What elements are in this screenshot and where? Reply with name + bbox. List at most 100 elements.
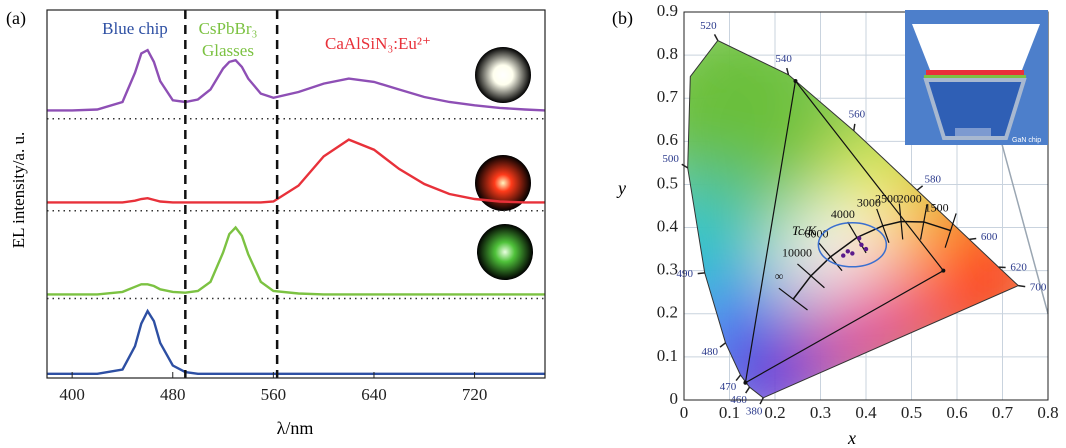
annotation: CsPbBr₃ [199,19,258,38]
panel-label: (a) [6,8,26,29]
x-tick-label: 400 [59,385,85,404]
gamut-vertex [793,78,798,83]
wavelength-label: 560 [849,108,866,120]
cct-label: 2000 [898,192,922,206]
x-tick-label: 720 [462,385,488,404]
cct-label: 4000 [831,207,855,221]
cct-title: Tc/K [792,223,817,238]
y-tick-label: 0.1 [657,346,678,365]
data-point [863,246,869,252]
cct-label: 3000 [857,196,881,210]
annotation: CaAlSiN₃:Eu²⁺ [325,34,431,53]
x-tick-label: 0.7 [992,403,1014,422]
highlight-ellipse [817,222,888,268]
wavelength-label: 380 [746,406,763,418]
inset-cup [923,78,1027,140]
inset-chip [955,128,991,136]
isotherm [898,203,904,240]
wavelength-label: 520 [700,20,717,32]
cct-label: ∞ [775,269,784,283]
emission-photo [475,155,531,211]
y-tick-label: 0.6 [657,130,678,149]
gamut-triangle [744,79,945,384]
wavelength-tick [786,67,790,75]
cct-label: 1500 [925,200,949,214]
data-point [850,251,855,256]
x-tick-label: 0.3 [810,403,831,422]
wavelength-label: 540 [775,53,792,65]
isotherm [797,263,825,289]
spectrum-line [47,48,546,112]
y-axis-label: EL intensity/a. u. [9,132,28,248]
y-tick-label: 0 [670,389,679,408]
x-axis-label: λ/nm [277,418,314,438]
x-tick-label: 0 [680,403,689,422]
annotation: Glasses [202,41,254,60]
data-point [841,253,846,258]
x-axis-label: x [847,428,856,448]
isotherm [818,242,843,272]
panel-label: (b) [612,8,633,29]
isotherm [778,287,808,311]
x-tick-label: 0.2 [764,403,785,422]
x-tick-label: 0.5 [901,403,922,422]
isotherm [919,204,928,240]
y-tick-label: 0.7 [657,87,679,106]
inset: GaN chip [905,10,1048,145]
isotherm [876,208,890,243]
data-point [859,242,864,247]
wavelength-tick [759,397,764,405]
planckian-locus [792,220,951,300]
wavelength-tick [735,374,742,382]
wavelength-tick [681,163,689,169]
wavelength-label: 500 [662,153,679,165]
data-point [856,236,862,241]
inset-layer [924,75,1026,80]
wavelength-label: 620 [1010,262,1027,274]
cie-layer: 3804604704804905005205405605806006207001… [657,1,1059,422]
plot-frame [683,11,1049,401]
wavelength-label: 470 [720,381,737,393]
isotherm [847,221,867,254]
wavelength-tick [916,185,924,191]
cct-label: 2500 [875,191,899,205]
y-axis-label: y [616,178,626,198]
x-tick-label: 0.1 [719,403,740,422]
spectrum-line [47,308,545,375]
emission-photo [477,224,533,280]
spectrum-line [47,225,545,296]
spectrum-line [47,138,545,204]
x-tick-label: 0.6 [946,403,967,422]
y-tick-label: 0.2 [657,303,678,322]
data-point [845,249,850,254]
inset-lens [912,24,1040,70]
wavelength-label: 700 [1030,282,1047,294]
y-tick-label: 0.9 [657,1,678,20]
plot-frame [46,9,546,379]
x-tick-label: 560 [261,385,287,404]
wavelength-tick [719,342,727,348]
isotherm [944,213,957,248]
wavelength-label: 600 [981,231,998,243]
wavelength-tick [713,34,719,41]
cct-label: 6000 [805,227,829,241]
emission-photo [475,47,531,103]
y-tick-label: 0.5 [657,173,678,192]
wavelength-tick [1018,284,1026,288]
wavelength-label: 480 [702,346,719,358]
wavelength-tick [745,386,751,394]
x-tick-label: 0.8 [1037,403,1058,422]
gamut-vertex [941,268,946,273]
x-tick-label: 0.4 [855,403,877,422]
y-tick-label: 0.3 [657,260,678,279]
x-tick-label: 640 [361,385,387,404]
wavelength-tick [969,237,977,241]
inset-layer [926,70,1024,75]
annotation: Blue chip [102,19,168,38]
wavelength-label: 580 [924,174,941,186]
inset-label: GaN chip [1012,137,1041,144]
y-tick-label: 0.8 [657,44,678,63]
gamut-vertex [743,380,748,385]
wavelength-label: 490 [677,268,694,280]
